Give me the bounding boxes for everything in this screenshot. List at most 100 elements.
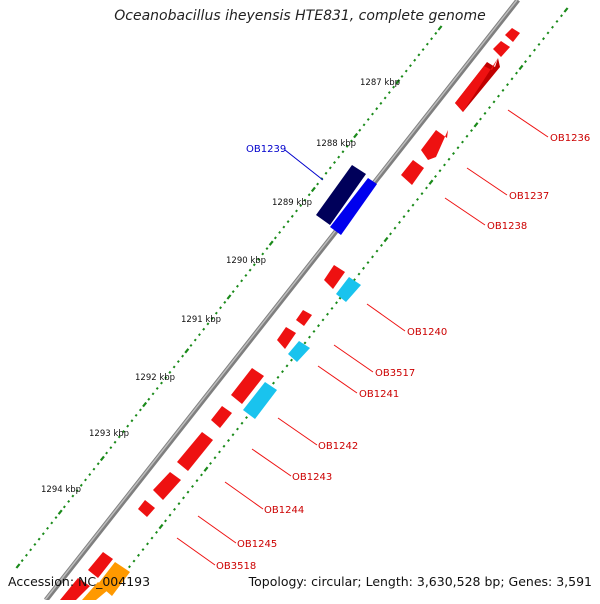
scale-dot: [330, 306, 334, 310]
scale-dot: [286, 220, 290, 224]
scale-dot: [488, 106, 491, 110]
scale-label: 1291 kbp: [181, 315, 221, 325]
scale-dot: [278, 230, 282, 234]
gene-label-ob1242[interactable]: OB1242: [318, 441, 358, 452]
scale-dot: [438, 169, 442, 173]
gene-label-ob1241[interactable]: OB1241: [359, 389, 399, 400]
scale-major-tick: [226, 294, 232, 300]
scale-dot: [285, 364, 289, 368]
scale-dot: [407, 209, 410, 213]
scale-dot: [362, 266, 365, 270]
gene-label-ob1239[interactable]: OB1239: [246, 144, 286, 155]
scale-dot: [181, 354, 185, 358]
scale-dot: [193, 338, 197, 342]
gene-label-ob1240[interactable]: OB1240: [407, 327, 447, 338]
gene-small-red[interactable]: [493, 41, 510, 57]
scale-dot: [160, 381, 163, 385]
scale-dot: [537, 42, 541, 46]
gene-ob3518[interactable]: [88, 552, 113, 578]
scale-dot: [425, 42, 429, 46]
scale-dot: [281, 370, 284, 374]
scale-dot: [316, 182, 320, 186]
gene-orange-bottom[interactable]: [82, 582, 108, 600]
scale-dot: [96, 462, 100, 466]
scale-dot: [546, 31, 550, 35]
scale-dot: [186, 490, 190, 494]
gene-label-ob1236[interactable]: OB1236: [550, 133, 590, 144]
outer-scale-track: [15, 25, 443, 569]
gene-label-ob1244[interactable]: OB1244: [264, 505, 304, 516]
gene-ob1243[interactable]: [211, 406, 232, 428]
gene-label-ob1237[interactable]: OB1237: [509, 191, 549, 202]
scale-dot: [479, 117, 482, 121]
scale-dot: [79, 483, 83, 487]
gene-label-ob3518[interactable]: OB3518: [216, 561, 256, 572]
scale-dot: [155, 530, 158, 534]
scale-dot: [299, 204, 303, 208]
scale-dot: [126, 424, 130, 428]
scale-dot: [393, 226, 397, 230]
scale-dot: [560, 14, 563, 18]
scale-dot: [138, 408, 142, 412]
scale-major-tick: [15, 563, 21, 569]
scale-dot: [62, 505, 66, 509]
scale-dot: [371, 255, 374, 259]
gene-red-3517b[interactable]: [277, 327, 296, 349]
gene-ob1242[interactable]: [243, 382, 277, 419]
gene-label-ob1245[interactable]: OB1245: [237, 539, 277, 550]
gene-red-1240a[interactable]: [324, 265, 345, 289]
scale-dot: [164, 519, 167, 523]
scale-dot: [447, 157, 451, 161]
scale-dot: [465, 134, 469, 138]
gene-ob1238[interactable]: [401, 160, 424, 185]
gene-label-ob1238[interactable]: OB1238: [487, 221, 527, 232]
gene-ob1237[interactable]: [421, 130, 448, 160]
scale-dot: [252, 263, 256, 267]
gene-ob1239[interactable]: [316, 165, 377, 235]
scale-dot: [273, 236, 277, 240]
scale-dot: [147, 397, 151, 401]
scale-major-tick: [268, 240, 274, 246]
scale-major-tick: [203, 466, 209, 472]
gene-ob1236-small[interactable]: [505, 28, 520, 42]
gene-label-ob3517[interactable]: OB3517: [375, 368, 415, 379]
scale-dot: [146, 542, 149, 546]
scale-dot: [308, 335, 311, 339]
scale-major-tick: [184, 348, 190, 354]
scale-major-tick: [57, 509, 63, 515]
scale-major-tick: [437, 25, 443, 31]
scale-dot: [349, 139, 353, 143]
scale-dot: [515, 71, 518, 75]
scale-dot: [303, 198, 307, 202]
scale-major-tick: [428, 179, 434, 185]
gene-orange[interactable]: [98, 562, 130, 596]
scale-dot: [168, 370, 172, 374]
gene-ob1240[interactable]: [336, 277, 361, 302]
scale-dot: [173, 507, 176, 511]
gene-red-1243b[interactable]: [177, 432, 213, 471]
gene-ob1241[interactable]: [288, 341, 310, 362]
scale-dot: [353, 278, 356, 282]
gene-label-ob1243[interactable]: OB1243: [292, 472, 332, 483]
scale-dot: [151, 392, 155, 396]
scale-dot: [240, 279, 244, 283]
scale-dot: [398, 220, 401, 224]
scale-dot: [420, 192, 424, 196]
scale-dot: [236, 427, 239, 431]
gene-red-1242a[interactable]: [231, 368, 264, 404]
scale-major-tick: [353, 132, 359, 139]
scale-dot: [172, 365, 176, 369]
gene-ob3517[interactable]: [296, 310, 312, 326]
scale-dot: [257, 257, 260, 261]
gene-ob1244[interactable]: [153, 472, 181, 500]
gene-red-bottom[interactable]: [60, 578, 90, 600]
gene-ob1245[interactable]: [138, 500, 155, 517]
gene-ob1236[interactable]: [455, 58, 500, 112]
scale-major-tick: [99, 455, 105, 462]
scale-dot: [41, 532, 45, 536]
scale-dot: [404, 69, 408, 73]
scale-dot: [366, 117, 370, 121]
scale-label: 1292 kbp: [135, 373, 175, 383]
scale-dot: [244, 273, 248, 277]
scale-dot: [128, 565, 131, 569]
